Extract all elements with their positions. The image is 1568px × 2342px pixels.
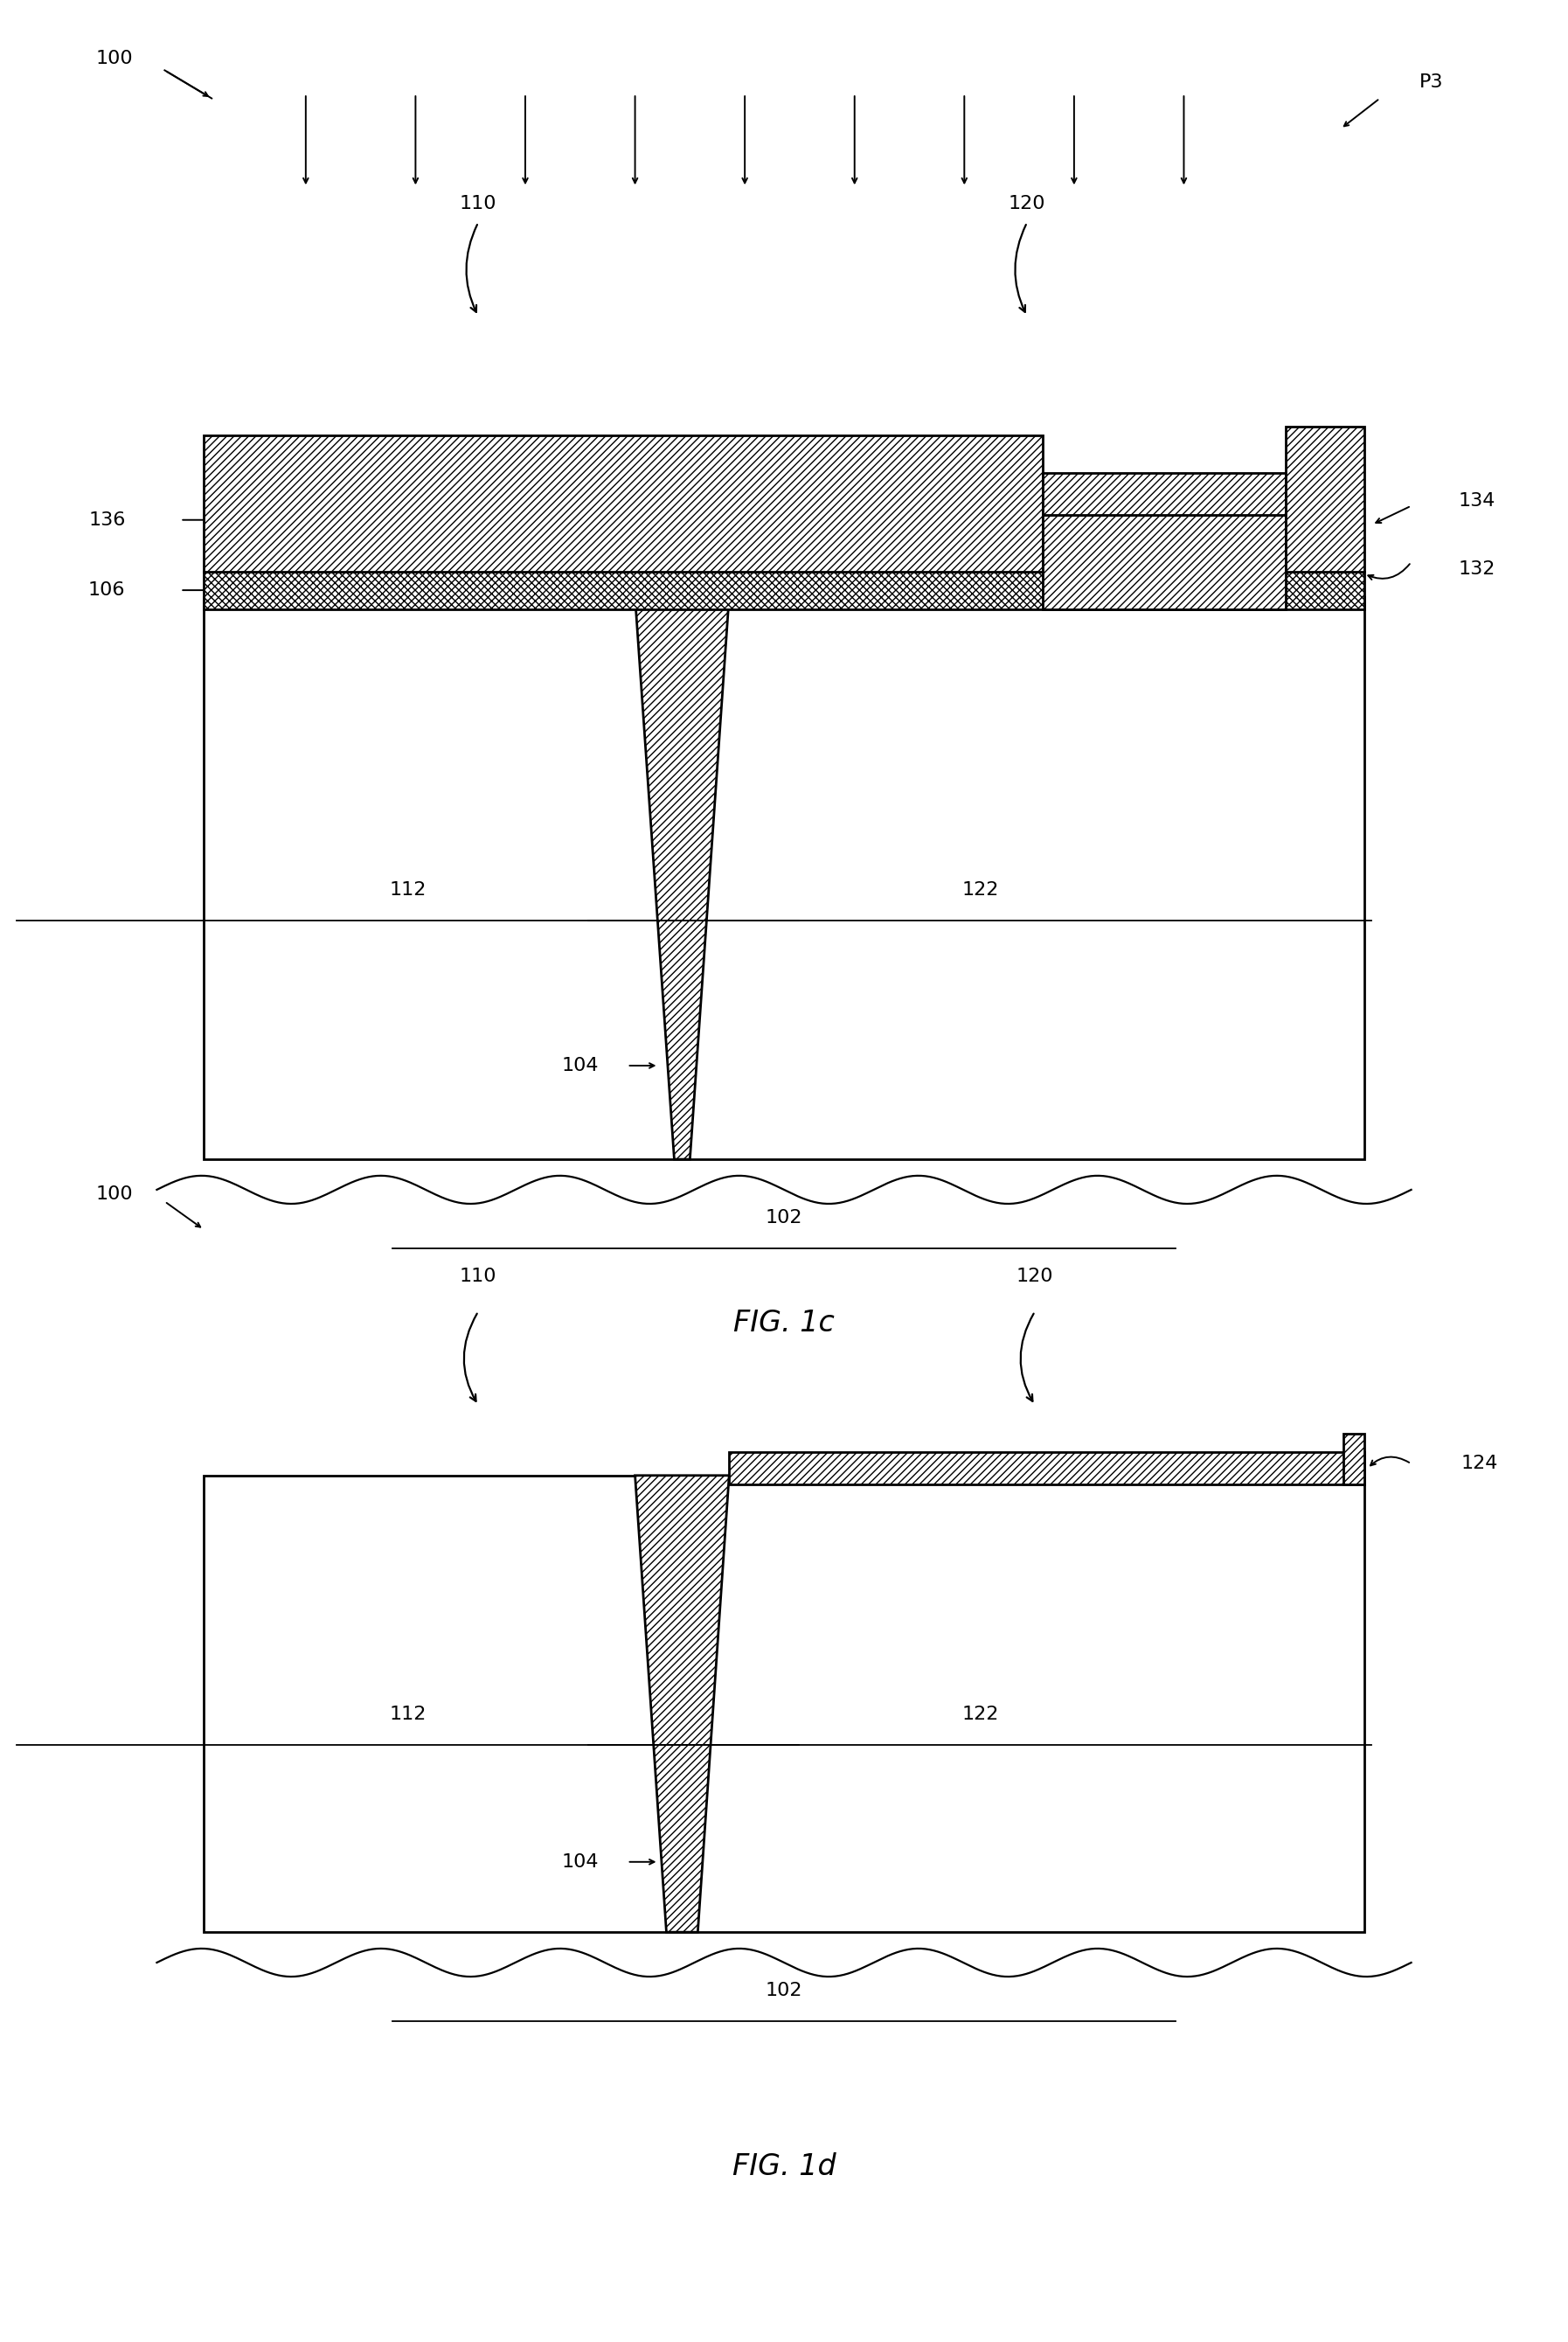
- Text: 120: 120: [1008, 194, 1046, 213]
- Text: 102: 102: [765, 1208, 803, 1227]
- Text: FIG. 1c: FIG. 1c: [734, 1309, 834, 1337]
- Bar: [204, 597, 1364, 1159]
- Text: 100: 100: [96, 49, 133, 68]
- Text: 120: 120: [1016, 1267, 1054, 1286]
- Text: 106: 106: [88, 581, 125, 600]
- Text: 122: 122: [961, 1705, 999, 1724]
- Text: 110: 110: [459, 194, 497, 213]
- Text: 136: 136: [88, 511, 125, 529]
- Text: 110: 110: [459, 1267, 497, 1286]
- Bar: [1043, 473, 1286, 515]
- Bar: [204, 436, 1043, 571]
- Text: FIG. 1d: FIG. 1d: [732, 2152, 836, 2180]
- Text: 124: 124: [1461, 1454, 1499, 1473]
- Text: 102: 102: [765, 1981, 803, 2000]
- Text: 134: 134: [1458, 492, 1496, 511]
- Bar: [204, 571, 1364, 609]
- Bar: [1043, 515, 1286, 609]
- Text: 122: 122: [961, 881, 999, 899]
- Bar: [1286, 426, 1364, 571]
- Polygon shape: [635, 1475, 729, 1932]
- Text: P3: P3: [1419, 73, 1443, 91]
- Bar: [204, 1475, 1364, 1932]
- Polygon shape: [635, 597, 729, 1159]
- Bar: [1344, 1433, 1364, 1485]
- Text: 112: 112: [389, 1705, 426, 1724]
- Text: 104: 104: [561, 1853, 599, 1871]
- Text: 104: 104: [561, 1056, 599, 1075]
- Text: 112: 112: [389, 881, 426, 899]
- Bar: [729, 1452, 1364, 1485]
- Text: 100: 100: [96, 1185, 133, 1204]
- Text: 132: 132: [1458, 560, 1496, 578]
